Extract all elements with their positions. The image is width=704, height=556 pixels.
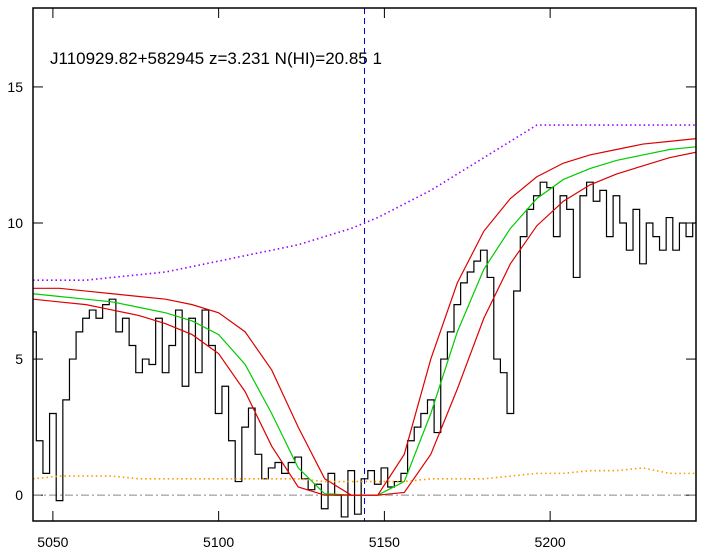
- y-tick-label: 15: [7, 79, 23, 95]
- series-line: [33, 151, 696, 496]
- series-line: [33, 181, 696, 518]
- x-tick-label: 5150: [369, 534, 400, 550]
- series-line: [33, 124, 696, 281]
- x-tick-label: 5200: [535, 534, 566, 550]
- x-tick-label: 5050: [37, 534, 68, 550]
- x-tick-label: 5100: [203, 534, 234, 550]
- y-tick-label: 5: [15, 351, 23, 367]
- y-tick-label: 0: [15, 487, 23, 503]
- chart-title: J110929.82+582945 z=3.231 N(HI)=20.85 1: [50, 49, 382, 68]
- y-tick-label: 10: [7, 215, 23, 231]
- plot-frame: [32, 7, 697, 522]
